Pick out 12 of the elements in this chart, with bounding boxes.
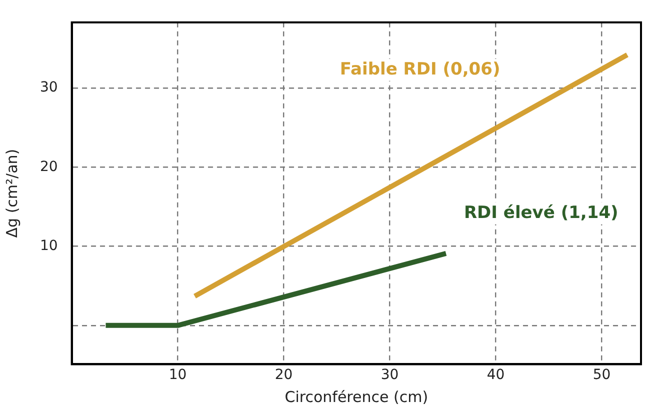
y-tick-label: 30 <box>40 80 58 96</box>
y-axis-title: Δg (cm²/an) <box>2 148 21 238</box>
y-tick-label: 10 <box>40 238 58 254</box>
x-tick-label: 50 <box>592 367 611 384</box>
y-tick-label: 20 <box>40 158 58 175</box>
text: Faible RDI (0,06) <box>340 59 500 80</box>
x-tick-label: 40 <box>486 367 505 384</box>
text: RDI élevé (1,14) <box>464 202 618 223</box>
x-tick-label: 10 <box>168 367 187 384</box>
x-tick-label: 20 <box>274 367 293 384</box>
x-tick-label: 30 <box>380 367 399 384</box>
x-axis-title: Circonférence (cm) <box>284 388 428 406</box>
